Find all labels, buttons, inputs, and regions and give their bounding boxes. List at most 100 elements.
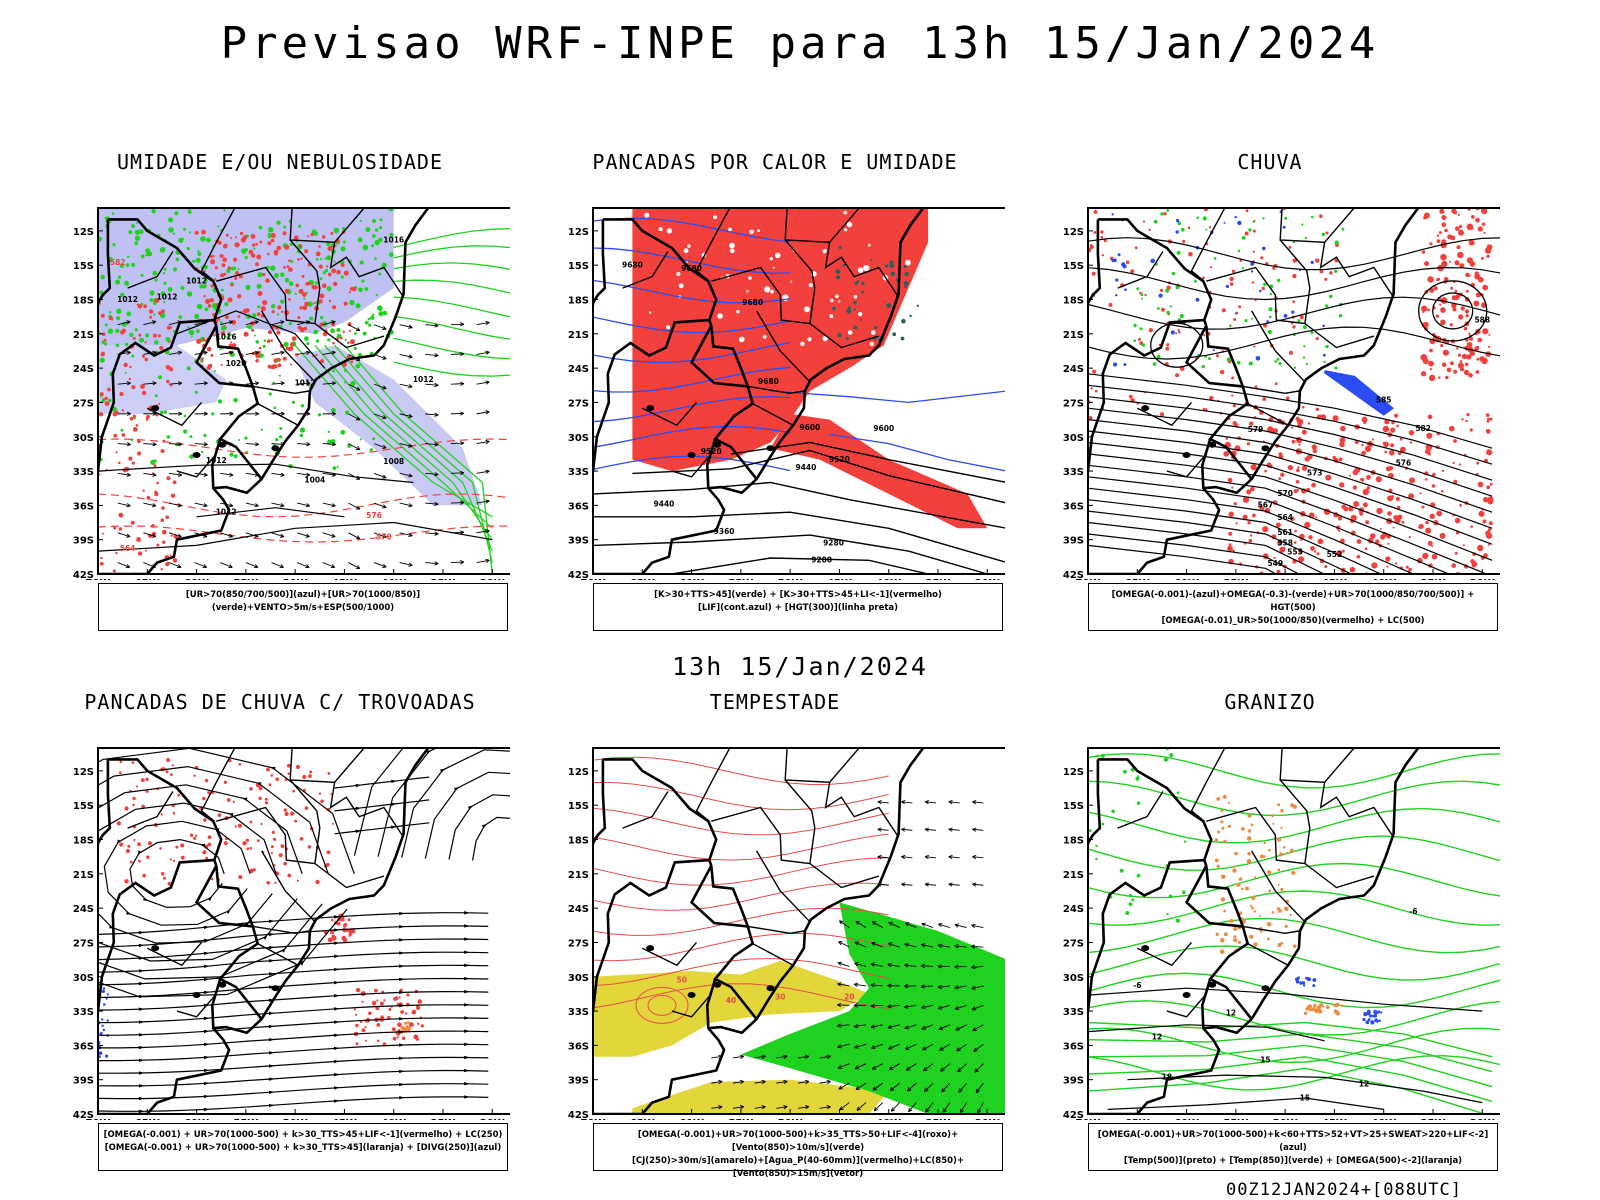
field-blob xyxy=(1487,496,1494,503)
contour-line xyxy=(1088,476,1451,574)
field-blob xyxy=(189,435,193,439)
field-blob xyxy=(332,341,335,345)
lon-tick-label: 50W xyxy=(1273,1118,1298,1120)
field-blob xyxy=(1133,323,1137,328)
field-blob xyxy=(1317,538,1324,545)
field-blob xyxy=(1244,319,1248,323)
field-blob xyxy=(159,345,164,351)
country-border xyxy=(689,865,748,928)
field-blob xyxy=(1324,277,1328,281)
lon-tick-label: 65W xyxy=(630,1118,655,1120)
lat-tick-label: 33S xyxy=(568,467,589,478)
streamline-arrow xyxy=(464,1068,470,1073)
field-blob xyxy=(1137,337,1141,341)
streamline-arrow xyxy=(268,1051,275,1055)
wind-vector xyxy=(476,381,490,385)
main-title: Previsao WRF-INPE para 13h 15/Jan/2024 xyxy=(220,18,1380,69)
lat-tick-label: 33S xyxy=(73,1007,94,1018)
field-blob xyxy=(1457,251,1464,259)
wind-vector-head xyxy=(229,411,234,416)
coastline xyxy=(1088,208,1420,574)
field-blob xyxy=(1359,511,1364,516)
field-blob xyxy=(1231,269,1236,273)
contour-line xyxy=(593,756,889,786)
field-blob xyxy=(131,354,135,358)
field-blob xyxy=(113,433,118,438)
lon-tick-label: 45W xyxy=(332,1118,357,1120)
field-blob xyxy=(1277,943,1282,947)
lon-tick-label: 55W xyxy=(728,578,753,580)
field-blob xyxy=(1235,312,1237,315)
field-blob xyxy=(1319,1003,1322,1006)
lon-tick-label: 55W xyxy=(728,1118,753,1120)
wind-vector xyxy=(476,500,490,504)
wind-vector xyxy=(938,923,950,928)
streamline-arrow xyxy=(269,766,276,771)
convection-area-red xyxy=(632,208,929,472)
wind-vector-head xyxy=(954,985,959,990)
field-blob xyxy=(1277,803,1281,807)
wind-vector xyxy=(973,1043,984,1052)
field-blob xyxy=(270,238,275,243)
lat-tick-label: 36S xyxy=(568,501,589,512)
field-blob xyxy=(357,237,363,243)
wind-vector xyxy=(399,383,413,388)
contour-label: 15 xyxy=(1260,1056,1270,1065)
field-blob xyxy=(315,879,320,885)
field-blob xyxy=(226,335,230,339)
wind-vector-head xyxy=(485,469,490,474)
field-blob xyxy=(396,1002,400,1006)
field-blob xyxy=(143,304,147,309)
field-blob xyxy=(326,241,331,246)
wind-vector-head xyxy=(460,470,465,476)
field-blob xyxy=(118,527,123,531)
field-blob xyxy=(835,294,839,299)
wind-vector-head xyxy=(938,923,943,928)
field-blob xyxy=(1278,909,1282,913)
wind-vector-head xyxy=(904,922,910,927)
field-blob xyxy=(417,1022,420,1025)
wind-vector xyxy=(854,1063,867,1070)
field-blob xyxy=(101,532,104,535)
wind-vector-head xyxy=(908,1107,913,1113)
lat-tick-label: 12S xyxy=(73,227,94,238)
legend-line: [OMEGA(-0.001) + UR>70(1000-500) + k>30_… xyxy=(103,1130,503,1140)
state-border xyxy=(752,942,794,966)
field-blob xyxy=(362,244,369,251)
field-blob xyxy=(1441,362,1447,367)
field-blob xyxy=(389,232,394,238)
field-blob xyxy=(170,773,173,777)
contour-label: 9360 xyxy=(714,527,735,536)
field-blob xyxy=(358,287,363,293)
wind-vector xyxy=(425,443,439,446)
field-blob xyxy=(1316,552,1320,556)
map-frame xyxy=(592,207,1005,575)
wind-vector-head xyxy=(126,350,131,355)
field-blob xyxy=(909,314,912,318)
field-blob xyxy=(246,325,250,329)
wind-vector xyxy=(837,1063,850,1069)
wind-vector xyxy=(754,1055,766,1059)
wind-vector-head xyxy=(783,1054,788,1059)
field-blob xyxy=(376,1023,381,1027)
field-blob xyxy=(1247,829,1252,833)
field-blob xyxy=(1482,519,1487,524)
field-blob xyxy=(1366,486,1371,490)
wind-vector-head xyxy=(937,943,942,948)
field-blob xyxy=(1436,510,1443,517)
wind-vector-head xyxy=(382,415,387,420)
field-blob xyxy=(1318,1009,1323,1014)
wind-vector xyxy=(871,1063,884,1070)
field-blob xyxy=(405,1012,408,1015)
wind-vector xyxy=(399,324,413,328)
state-border xyxy=(1117,791,1164,829)
contour-label: 1016 xyxy=(216,333,237,342)
panel-legend: [UR>70(850/700/500)](azul)+[UR>70(1000/8… xyxy=(98,583,508,631)
field-blob xyxy=(1250,823,1254,827)
field-blob xyxy=(310,232,314,237)
field-blob xyxy=(1324,565,1328,569)
field-blob xyxy=(322,283,327,288)
wind-vector-head xyxy=(152,503,157,508)
